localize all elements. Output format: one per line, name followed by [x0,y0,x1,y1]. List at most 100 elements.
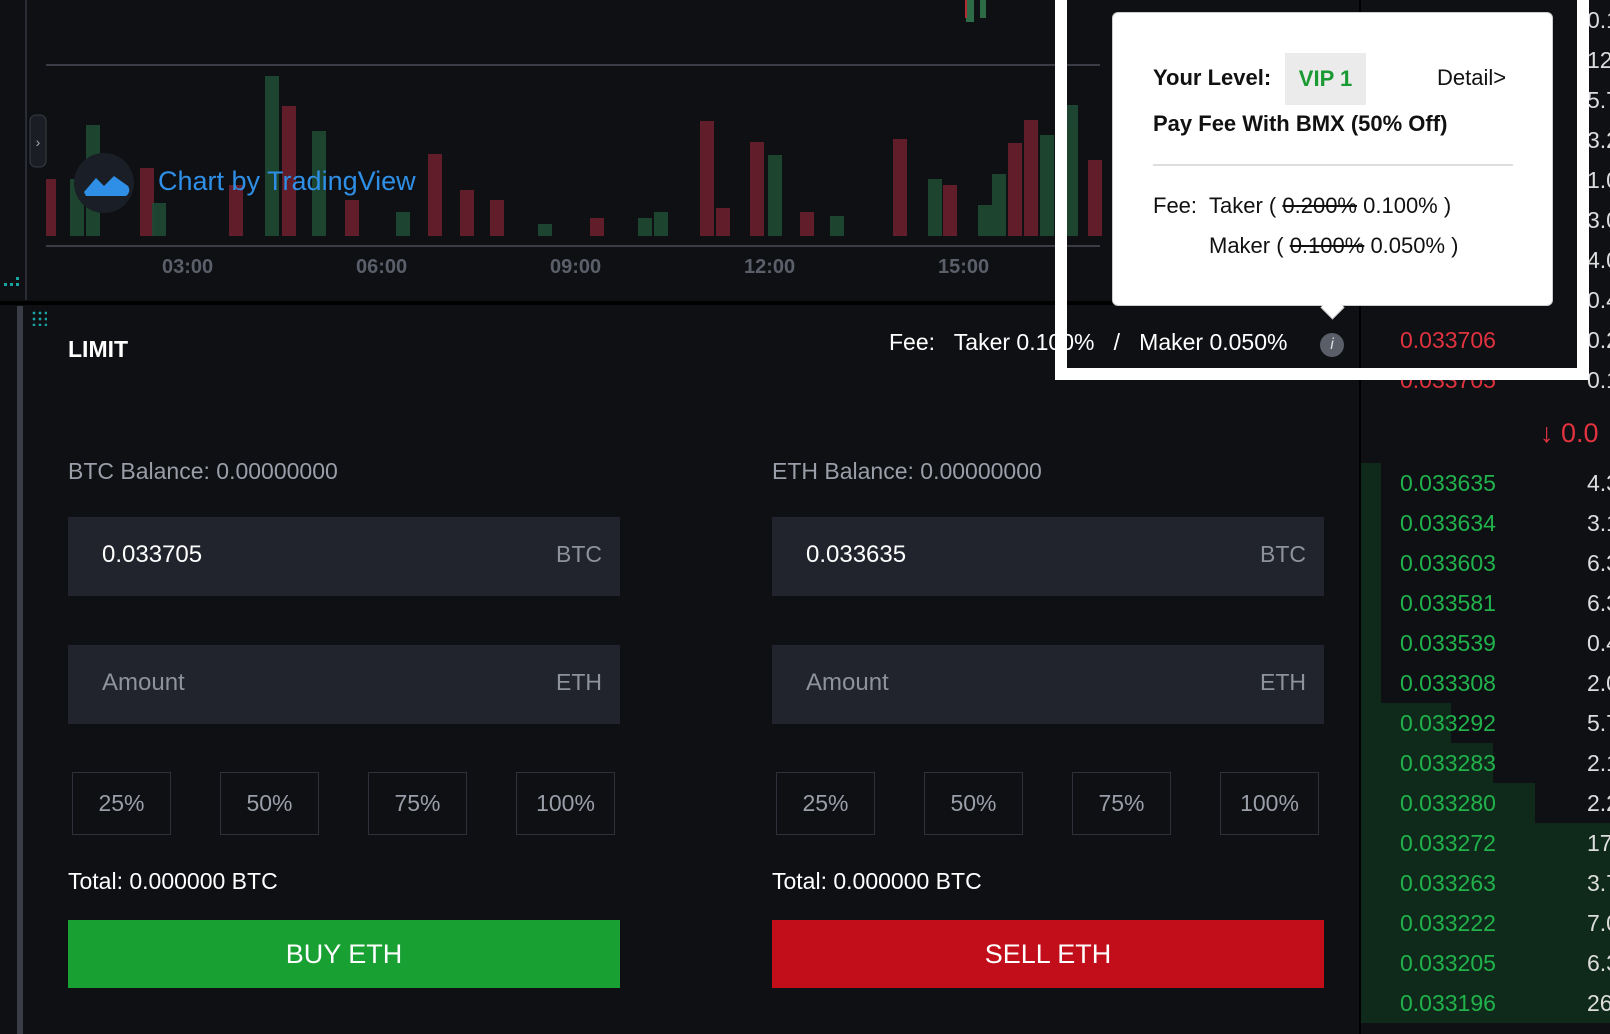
fee-summary: Fee: Taker 0.100% / Maker 0.050% [889,328,1287,356]
maker-label: Maker ( [1209,233,1284,258]
amount-placeholder: Amount [806,669,889,696]
bid-price: 0.033603 [1400,550,1496,576]
depth-bar [1361,663,1381,703]
bid-price: 0.033539 [1400,630,1496,656]
bid-amount: 7.0 [1587,910,1610,936]
ask-amount: 0.1 [1587,367,1610,393]
bid-amount: 0.4 [1587,630,1610,656]
taker-new: 0.100% ) [1363,193,1452,218]
ask-amount: 3.2 [1587,127,1610,153]
percent-button[interactable]: 75% [1072,772,1171,835]
bid-amount: 3.1 [1587,510,1610,536]
depth-bar [1361,503,1381,543]
amount-placeholder: Amount [102,669,185,696]
info-icon[interactable]: i [1320,333,1344,357]
fee-taker: Taker 0.100% [953,329,1095,355]
depth-bar [1361,903,1610,943]
bid-price: 0.033272 [1400,830,1496,856]
percent-button[interactable]: 25% [776,772,875,835]
depth-bar [1361,983,1610,1023]
maker-row: Maker ( 0.100% 0.050% ) [1209,233,1459,259]
separator [1153,164,1513,166]
bid-price: 0.033205 [1400,950,1496,976]
percent-button[interactable]: 50% [924,772,1023,835]
ask-amount: 4.0 [1587,247,1610,273]
price-unit: BTC [556,541,602,567]
time-label: 06:00 [356,256,408,278]
sell-button[interactable]: SELL ETH [772,920,1324,988]
maker-old: 0.100% [1289,233,1365,258]
maker-new: 0.050% ) [1370,233,1459,258]
taker-row: Taker ( 0.200% 0.100% ) [1209,193,1451,219]
balance: BTC Balance: 0.00000000 [68,458,338,484]
ask-amount: 12 [1587,47,1610,73]
bid-price: 0.033196 [1400,990,1496,1016]
percent-button[interactable]: 100% [1220,772,1319,835]
bid-amount: 2.1 [1587,750,1610,776]
bid-price: 0.033292 [1400,710,1496,736]
order-type: LIMIT [68,336,129,362]
scrollbar [17,306,23,1034]
depth-bar [1361,743,1493,783]
time-label: 09:00 [550,256,602,278]
depth-bar [1361,823,1610,863]
percent-button[interactable]: 100% [516,772,615,835]
bid-price: 0.033581 [1400,590,1496,616]
percent-button[interactable]: 75% [368,772,467,835]
bid-amount: 17 [1587,830,1610,856]
bid-amount: 6.3 [1587,590,1610,616]
bid-amount: 26 [1587,990,1610,1016]
price-input[interactable]: 0.033705 BTC [68,517,620,596]
pay-fee: Pay Fee With BMX (50% Off) [1153,111,1448,136]
bid-price: 0.033634 [1400,510,1496,536]
level-label: Your Level: [1153,65,1272,90]
depth-bar [1361,623,1381,663]
total: Total: 0.000000 BTC [68,868,278,894]
time-label: 12:00 [744,256,796,278]
fee-separator: / [1113,329,1120,355]
fee-label: Fee: [889,329,936,355]
bid-price: 0.033222 [1400,910,1496,936]
percent-button[interactable]: 25% [72,772,171,835]
ask-amount: 1.0 [1587,167,1610,193]
ask-amount: 0.4 [1587,287,1610,313]
drag-handle [31,310,47,326]
ask-amount: 5.7 [1587,87,1610,113]
total: Total: 0.000000 BTC [772,868,982,894]
bid-price: 0.033308 [1400,670,1496,696]
depth-bar [1361,583,1381,623]
bid-amount: 3.7 [1587,870,1610,896]
time-label: 15:00 [938,256,990,278]
bid-price: 0.033283 [1400,750,1496,776]
amount-unit: ETH [556,669,602,695]
depth-bar [1361,543,1381,583]
fee-label: Fee: [1153,193,1198,218]
amount-unit: ETH [1260,669,1306,695]
book-divider [1359,0,1361,1034]
detail-link[interactable]: Detail> [1437,65,1507,90]
depth-bar [1361,863,1610,903]
price-input[interactable]: 0.033635 BTC [772,517,1324,596]
amount-input[interactable]: Amount ETH [772,645,1324,724]
popup-frame [1055,0,1589,380]
svg-text:›: › [36,134,41,150]
depth-bar [1361,783,1535,823]
taker-label: Taker ( [1209,193,1277,218]
ask-amount: 0.2 [1587,327,1610,353]
price-unit: BTC [1260,541,1306,567]
fee-popup: Your Level: VIP 1 Detail> Pay Fee With B… [1112,12,1553,306]
amount-input[interactable]: Amount ETH [68,645,620,724]
last-price: ↓ 0.0 [1540,418,1599,448]
price-value: 0.033705 [102,541,203,568]
bid-price: 0.033280 [1400,790,1496,816]
bid-amount: 5.7 [1587,710,1610,736]
price-value: 0.033635 [806,541,907,568]
taker-old: 0.200% [1282,193,1357,218]
percent-button[interactable]: 50% [220,772,319,835]
ask-amount: 0.1 [1587,7,1610,33]
buy-button[interactable]: BUY ETH [68,920,620,988]
bid-price: 0.033263 [1400,870,1496,896]
depth-bar [1361,703,1451,743]
depth-bar [1361,943,1610,983]
